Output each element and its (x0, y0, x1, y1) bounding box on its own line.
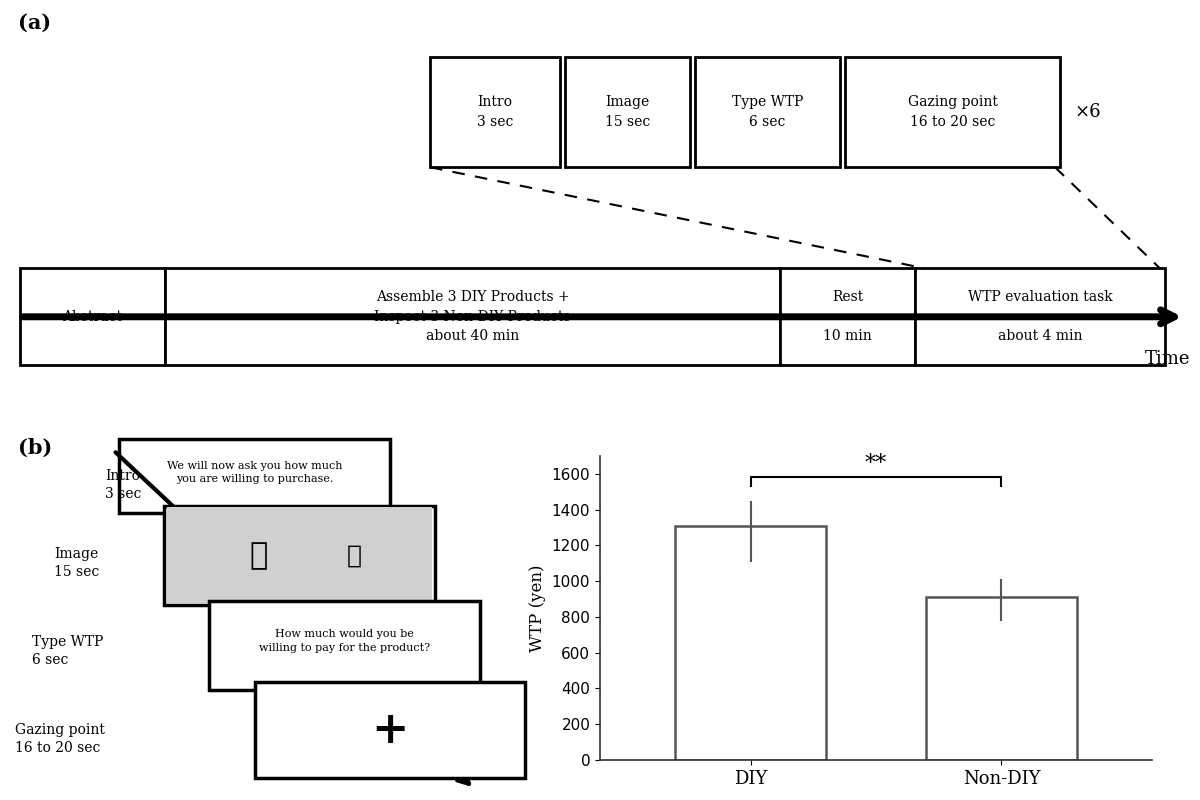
Text: **: ** (865, 453, 887, 474)
Text: How much would you be
willing to pay for the product?: How much would you be willing to pay for… (259, 630, 431, 653)
Bar (119, 439, 390, 513)
Text: Type WTP
6 sec: Type WTP 6 sec (732, 95, 803, 129)
Text: Abstract: Abstract (62, 310, 122, 324)
Bar (780, 269, 916, 365)
Text: We will now ask you how much
you are willing to purchase.: We will now ask you how much you are wil… (167, 461, 342, 484)
Text: (b): (b) (18, 438, 52, 458)
Bar (210, 602, 480, 690)
Bar (254, 682, 526, 778)
Text: ×6: ×6 (1075, 103, 1102, 122)
Y-axis label: WTP (yen): WTP (yen) (529, 564, 546, 652)
Text: 🧺: 🧺 (250, 541, 268, 570)
Text: Rest

10 min: Rest 10 min (823, 290, 872, 343)
Bar (926, 598, 1076, 760)
Bar (430, 58, 560, 167)
Text: WTP evaluation task

about 4 min: WTP evaluation task about 4 min (967, 290, 1112, 343)
Text: Image
15 sec: Image 15 sec (605, 95, 650, 129)
Bar (167, 507, 432, 603)
Text: 🌿: 🌿 (347, 543, 361, 567)
Bar (164, 506, 436, 605)
Text: Gazing point
16 to 20 sec: Gazing point 16 to 20 sec (14, 723, 104, 755)
Text: Intro
3 sec: Intro 3 sec (106, 470, 142, 502)
Text: Time: Time (1145, 350, 1190, 368)
Text: Gazing point
16 to 20 sec: Gazing point 16 to 20 sec (907, 95, 997, 129)
Text: Image
15 sec: Image 15 sec (54, 546, 100, 578)
Bar (20, 269, 166, 365)
Bar (166, 269, 780, 365)
Bar (695, 58, 840, 167)
Bar (916, 269, 1165, 365)
Bar (845, 58, 1060, 167)
Text: Type WTP
6 sec: Type WTP 6 sec (31, 635, 103, 667)
Bar (565, 58, 690, 167)
Bar (676, 526, 826, 760)
Text: (a): (a) (18, 14, 52, 34)
Text: +: + (371, 709, 408, 751)
Text: Intro
3 sec: Intro 3 sec (476, 95, 514, 129)
Text: Assemble 3 DIY Products +
Inspect 3 Non-DIY Products
about 40 min: Assemble 3 DIY Products + Inspect 3 Non-… (374, 290, 571, 343)
